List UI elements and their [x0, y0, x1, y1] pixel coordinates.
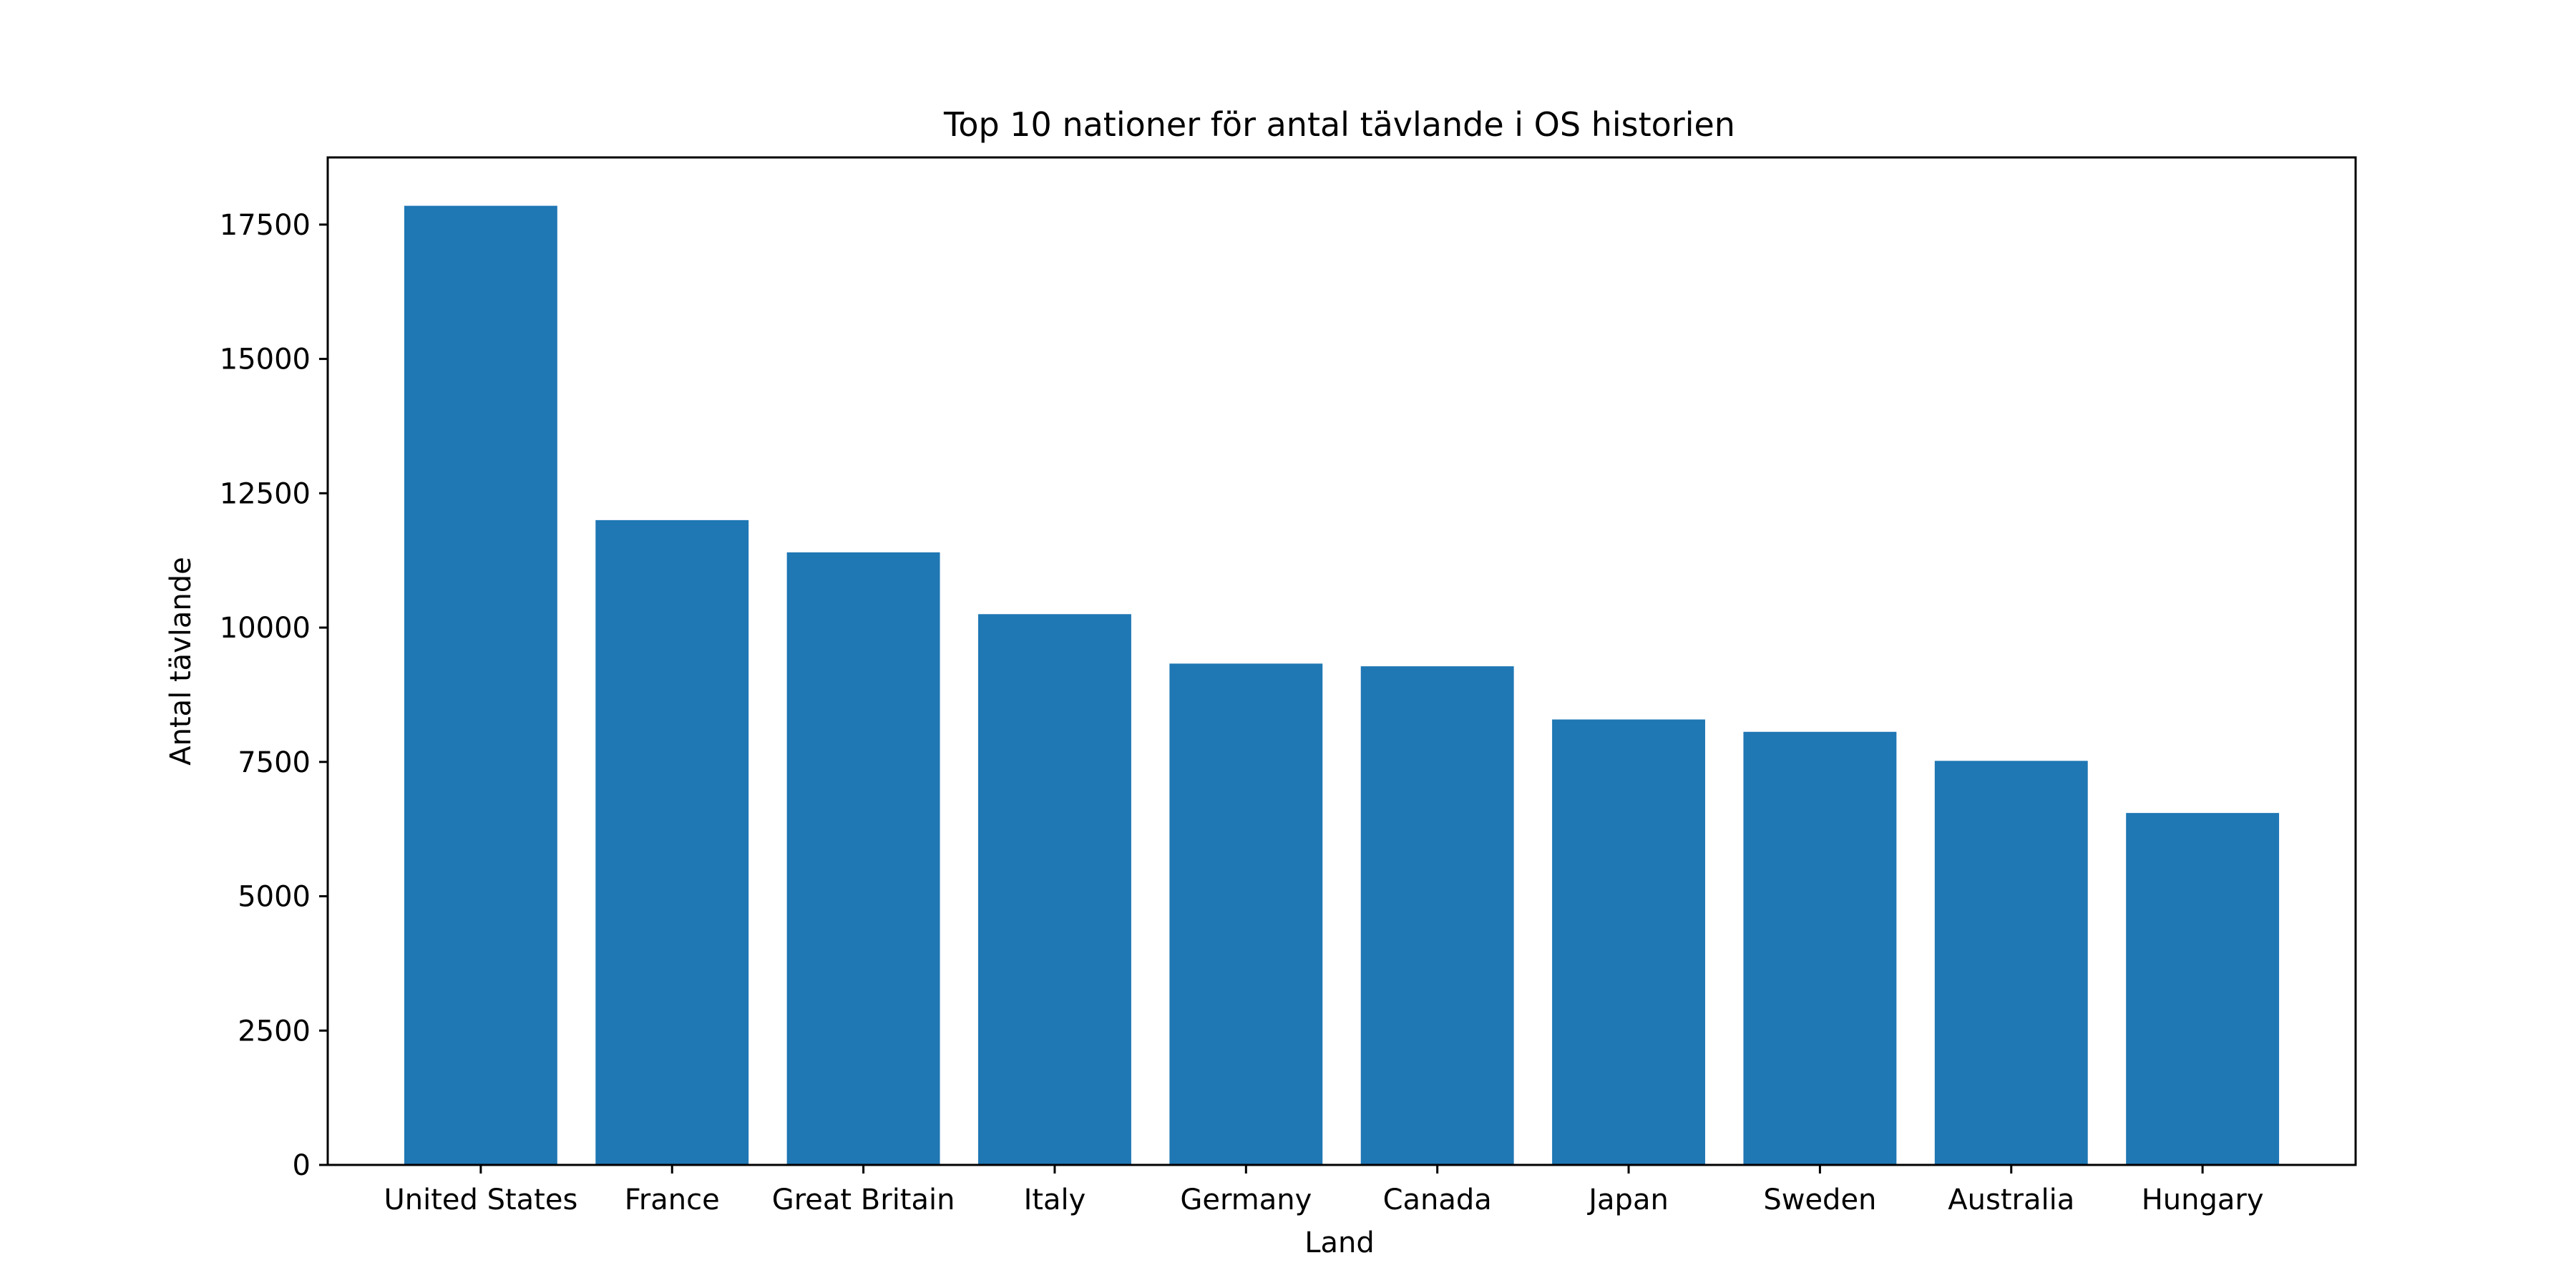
bar: [1934, 761, 2088, 1165]
chart-title: Top 10 nationer för antal tävlande i OS …: [943, 105, 1735, 144]
x-tick-label: France: [625, 1184, 720, 1216]
bar: [1743, 731, 1897, 1165]
x-tick-label: Hungary: [2142, 1184, 2264, 1216]
y-tick-label: 12500: [220, 477, 311, 510]
y-tick-label: 0: [293, 1149, 311, 1182]
x-tick-label: Great Britain: [772, 1184, 955, 1216]
x-tick-label: Sweden: [1763, 1184, 1876, 1216]
y-tick-label: 7500: [238, 746, 311, 779]
x-tick-label: Canada: [1383, 1184, 1492, 1216]
x-axis-ticks: United States France Great Britain Italy Ger…: [384, 1165, 2264, 1216]
bar: [978, 614, 1131, 1165]
bar: [595, 519, 749, 1165]
bar: [1360, 666, 1514, 1165]
bar: [1169, 663, 1323, 1165]
x-tick-label: Italy: [1024, 1184, 1086, 1216]
x-tick-label: Australia: [1948, 1184, 2074, 1216]
x-axis-label: Land: [1304, 1226, 1375, 1259]
bar: [1552, 719, 1705, 1165]
bar: [404, 205, 557, 1166]
y-axis-ticks: 0 2500 5000 7500 10000 12500 15000 17500: [220, 209, 328, 1182]
bar-group: [404, 205, 2280, 1166]
y-axis-label: Antal tävlande: [165, 557, 197, 766]
x-tick-label: Germany: [1180, 1184, 1312, 1216]
bar: [786, 552, 940, 1165]
plot-frame: [326, 156, 2357, 1166]
x-tick-label: United States: [384, 1184, 577, 1216]
x-tick-label: Japan: [1586, 1184, 1669, 1216]
y-tick-label: 17500: [220, 209, 311, 242]
y-tick-label: 2500: [238, 1015, 311, 1048]
y-tick-label: 5000: [238, 881, 311, 914]
y-tick-label: 10000: [220, 612, 311, 645]
bar: [2126, 813, 2280, 1165]
y-tick-label: 15000: [220, 343, 311, 376]
